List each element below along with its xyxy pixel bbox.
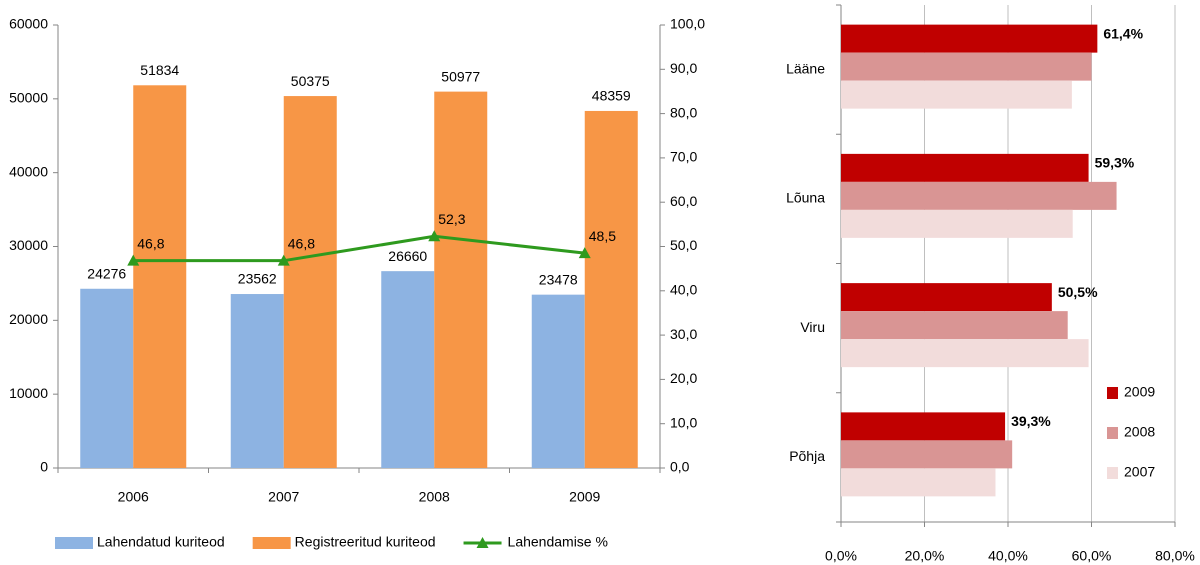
y-tick-label: 0 [40,459,48,475]
data-label: 52,3 [438,211,465,227]
legend-label: 2007 [1124,464,1155,480]
bar [841,153,1089,182]
bar [841,283,1052,312]
data-label: 50,5% [1058,284,1098,300]
data-label: 59,3% [1095,155,1135,171]
x-tick-label: 2009 [569,489,600,505]
y2-tick-label: 10,0 [670,414,697,430]
data-label: 50977 [441,68,480,84]
bar [841,181,1117,210]
y-tick-label: Põhja [789,448,825,464]
legend-marker [476,537,489,548]
legend-swatch [55,537,93,549]
bar [434,91,488,469]
x-tick-label: 60,0% [1072,548,1112,564]
y2-tick-label: 100,0 [670,16,705,32]
bar [841,24,1098,53]
y-tick-label: 20000 [9,311,48,327]
legend-label: 2009 [1124,384,1155,400]
legend-swatch [252,537,291,549]
bar [841,339,1089,368]
bar [584,110,638,468]
legend-swatch [1107,427,1118,439]
legend-label: 2008 [1124,424,1155,440]
data-label: 23478 [539,271,578,287]
bar [283,96,337,469]
bar [841,80,1072,109]
bar [841,468,996,497]
x-tick-label: 80,0% [1155,548,1195,564]
y-tick-label: 10000 [9,385,48,401]
bar [230,294,284,468]
legend-label: Lahendatud kuriteod [97,534,225,550]
x-tick-label: 2006 [118,489,149,505]
y-tick-label: 60000 [9,16,48,32]
bar [841,311,1068,340]
x-tick-label: 2007 [268,489,299,505]
legend-swatch [1107,467,1118,479]
y-tick-label: Lõuna [786,190,825,206]
marker [277,254,290,266]
legend-label: Registreeritud kuriteod [295,534,436,550]
bar [133,85,187,468]
y2-tick-label: 40,0 [670,282,697,298]
line [133,234,585,263]
legend-label: Lahendamise % [508,534,608,550]
bar [841,440,1013,469]
bar [841,412,1006,441]
data-label: 24276 [87,265,126,281]
y2-tick-label: 70,0 [670,149,697,165]
data-label: 26660 [388,248,427,264]
data-label: 39,3% [1011,413,1051,429]
data-label: 61,4% [1103,25,1143,41]
data-label: 46,8 [288,235,315,251]
data-label: 48359 [592,88,631,104]
x-tick-label: 2008 [419,489,450,505]
y2-tick-label: 50,0 [670,237,697,253]
y-tick-label: 40000 [9,163,48,179]
x-tick-label: 40,0% [988,548,1028,564]
x-tick-label: 0,0% [825,548,857,564]
data-label: 46,8 [137,235,164,251]
bar [381,271,435,468]
y2-tick-label: 90,0 [670,60,697,76]
bar [80,288,134,468]
x-tick-label: 20,0% [905,548,945,564]
data-label: 23562 [238,271,277,287]
y-tick-label: Viru [800,319,825,335]
marker [127,254,140,266]
marker [578,247,591,259]
data-label: 51834 [140,62,179,78]
y2-tick-label: 20,0 [670,370,697,386]
data-label: 48,5 [589,228,616,244]
y2-tick-label: 60,0 [670,193,697,209]
y2-tick-label: 0,0 [670,459,690,475]
y-tick-label: 30000 [9,237,48,253]
bar [531,294,585,468]
bar [841,52,1092,81]
y2-tick-label: 80,0 [670,104,697,120]
y-tick-label: Lääne [786,60,825,76]
y-tick-label: 50000 [9,90,48,106]
marker [428,230,441,242]
bar [841,209,1073,238]
data-label: 50375 [291,73,330,89]
y2-tick-label: 30,0 [670,326,697,342]
legend-swatch [1107,387,1118,399]
